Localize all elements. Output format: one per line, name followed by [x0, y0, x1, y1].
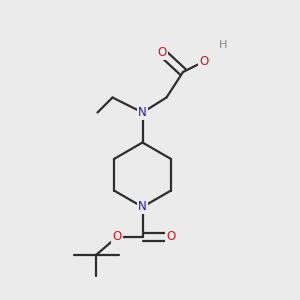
Text: O: O	[112, 230, 122, 244]
Text: O: O	[200, 55, 208, 68]
Text: N: N	[138, 200, 147, 214]
Text: O: O	[158, 46, 166, 59]
Text: N: N	[138, 106, 147, 119]
Text: H: H	[219, 40, 228, 50]
Text: O: O	[167, 230, 176, 244]
